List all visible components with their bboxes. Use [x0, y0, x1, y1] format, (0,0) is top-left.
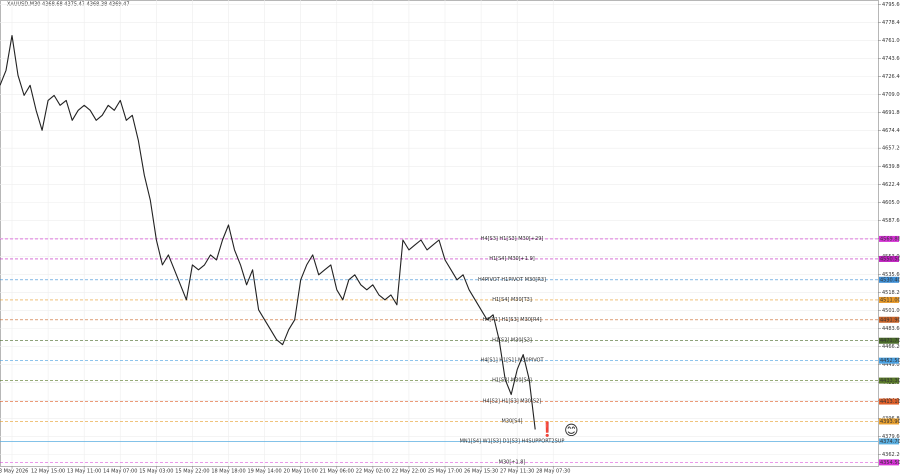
- y-tick-label: 4587.60: [882, 218, 900, 224]
- x-tick-label: 13 May 11:00: [67, 469, 101, 474]
- y-tick-label: 4795.60: [882, 2, 900, 8]
- price-tag: [879, 357, 899, 364]
- level-label: H1[S4] M30[T3]: [492, 297, 532, 303]
- price-tag: [879, 255, 899, 262]
- x-tick-label: 27 May 11:30: [500, 469, 534, 474]
- y-tick-label: 4639.80: [882, 164, 900, 170]
- level-label: MN1[S4] W1[S3] D1[S3] H4SUPPORT2SUP: [460, 438, 565, 444]
- price-tag-label: 4530.40: [880, 277, 900, 283]
- alert-icon: ❗: [539, 421, 556, 438]
- price-tag-label: 4491.90: [880, 317, 900, 323]
- x-tick-label: 21 May 06:00: [320, 469, 354, 474]
- price-tag: [879, 337, 899, 344]
- y-tick-label: 4761.00: [882, 38, 900, 44]
- y-tick-label: 4691.80: [882, 110, 900, 116]
- price-tag: [879, 398, 899, 405]
- level-label: M30[S4]: [502, 418, 523, 424]
- y-tick-label: 4466.20: [882, 344, 900, 350]
- price-tag-label: 4354.50: [880, 460, 900, 466]
- plot-frame: [0, 0, 879, 467]
- x-tick-label: 15 May 22:00: [175, 469, 209, 474]
- y-tick-label: 4622.40: [882, 182, 900, 188]
- price-tag-label: 4569.80: [880, 236, 900, 242]
- y-tick-label: 4535.60: [882, 272, 900, 278]
- price-tag-label: 4393.90: [880, 419, 900, 425]
- price-tag-label: 4452.50: [880, 358, 900, 364]
- y-tick-label: 4483.60: [882, 326, 900, 332]
- price-tag: [879, 316, 899, 323]
- price-tag: [879, 276, 899, 283]
- level-label: H4PIVOT H1PIVOT M30[R3]: [478, 277, 546, 283]
- x-tick-label: 26 May 15:30: [464, 469, 498, 474]
- price-tag-label: 4374.70: [880, 439, 900, 445]
- level-label: H1[S2] M30[S4]: [492, 378, 532, 384]
- y-tick-label: 4743.60: [882, 56, 900, 62]
- level-label: H1[S4] M30[+1.9]: [489, 256, 535, 262]
- y-tick-label: 4778.40: [882, 20, 900, 26]
- level-label: H4[S1] H1[S1] M30PIVOT: [480, 358, 544, 364]
- y-tick-label: 4362.20: [882, 452, 900, 458]
- y-tick-label: 4657.20: [882, 146, 900, 152]
- price-tag: [879, 235, 899, 242]
- x-tick-label: 20 May 10:00: [284, 469, 318, 474]
- y-tick-label: 4501.00: [882, 308, 900, 314]
- x-tick-label: 22 May 22:00: [392, 469, 426, 474]
- x-tick-label: 14 May 07:00: [103, 469, 137, 474]
- price-line: [0, 34, 536, 430]
- price-tag-label: 4433.30: [880, 378, 900, 384]
- y-tick-label: 4379.60: [882, 434, 900, 440]
- price-tag: [879, 296, 899, 303]
- level-label: H4[S2] H1[S3] M30[S2]: [483, 399, 542, 405]
- y-tick-label: 4449.00: [882, 362, 900, 368]
- price-tag: [879, 418, 899, 425]
- y-tick-label: 4518.20: [882, 290, 900, 296]
- price-tag: [879, 459, 899, 466]
- price-tag-label: 4511.00: [880, 297, 900, 303]
- level-label: H1[S2] M30[S3]: [492, 338, 532, 344]
- y-tick-label: 4605.00: [882, 200, 900, 206]
- level-label: H4[S3] H1[S3] M30[+29]: [481, 236, 544, 242]
- y-tick-label: 4726.40: [882, 74, 900, 80]
- x-tick-label: 15 May 03:00: [139, 469, 173, 474]
- x-tick-label: 13 May 2026: [0, 469, 28, 474]
- emoji-icon: 😊: [564, 423, 579, 439]
- price-tag: [879, 377, 899, 384]
- level-label: M30[+1.8]: [499, 459, 526, 465]
- price-tag-label: 4413.10: [880, 399, 900, 405]
- price-tag-label: 4550.50: [880, 256, 900, 262]
- y-tick-label: 4674.40: [882, 128, 900, 134]
- x-tick-label: 18 May 18:00: [211, 469, 245, 474]
- x-tick-label: 28 May 07:30: [536, 469, 570, 474]
- y-tick-label: 4709.00: [882, 92, 900, 98]
- level-label: H4[R1] H1[S3] M30[R4]: [482, 317, 541, 323]
- x-tick-label: 19 May 14:00: [247, 469, 281, 474]
- price-tag-label: 4471.70: [880, 338, 900, 344]
- price-tag: [879, 438, 899, 445]
- x-tick-label: 25 May 17:00: [428, 469, 462, 474]
- x-tick-label: 22 May 02:00: [356, 469, 390, 474]
- x-tick-label: 12 May 15:00: [31, 469, 65, 474]
